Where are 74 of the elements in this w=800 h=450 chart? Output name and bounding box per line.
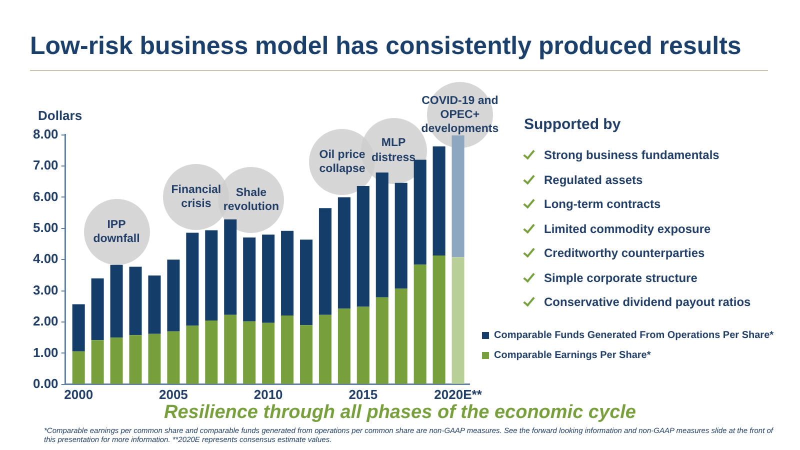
- y-tick-label: 1.00: [32, 344, 58, 360]
- text: Long-term contracts: [544, 197, 661, 212]
- bar: [129, 335, 142, 384]
- text: Simple corporate structure: [544, 270, 698, 285]
- legend-label: Comparable Earnings Per Share*: [494, 350, 651, 361]
- legend-label: Comparable Funds Generated From Operations Per Share*: [494, 330, 774, 341]
- y-tick-label: 8.00: [32, 126, 58, 142]
- bar: [91, 278, 104, 340]
- y-tick-label: 6.00: [32, 188, 58, 204]
- bar: [281, 315, 294, 384]
- bar: [129, 266, 142, 336]
- bar: [205, 230, 218, 320]
- y-tick-label: 5.00: [32, 220, 58, 235]
- chart-title: Low-risk business model has consistently produced results: [30, 32, 742, 61]
- y-tick-label: 3.00: [32, 282, 58, 298]
- bar: [452, 135, 464, 258]
- bar: [318, 208, 332, 315]
- annotation: MLP distress: [371, 137, 416, 164]
- annotation: COVID-19 and OPEC+ developments: [421, 94, 499, 138]
- bar: [394, 182, 408, 289]
- bar: [318, 314, 332, 384]
- bar: [224, 314, 237, 384]
- bar: [300, 240, 313, 326]
- x-tick-label: 2015: [348, 386, 378, 402]
- bar: [356, 186, 370, 307]
- bar: [205, 320, 218, 384]
- bar: [148, 276, 161, 334]
- text: Resilience through all phases of the economic cycle: [163, 402, 637, 424]
- x-tick-label: 2010: [254, 386, 283, 402]
- y-tick-label: 7.00: [32, 158, 58, 173]
- y-tick-label: 0.00: [32, 376, 58, 391]
- bar: [72, 304, 85, 352]
- bar: [356, 306, 370, 384]
- text: Supported by: [524, 116, 622, 133]
- x-tick-label: 2005: [158, 386, 188, 402]
- bar: [224, 219, 237, 315]
- annotation: Shale revolution: [223, 186, 280, 214]
- bar: [414, 264, 426, 384]
- bar: [262, 234, 275, 323]
- bar: [338, 197, 350, 309]
- bar: [167, 331, 180, 384]
- bar: [376, 297, 388, 384]
- bar: [167, 260, 180, 332]
- bar: [110, 264, 123, 338]
- bar: [281, 230, 294, 316]
- bar: [148, 334, 161, 384]
- bar: [262, 322, 275, 384]
- bar: [394, 288, 408, 384]
- y-axis-title: Dollars: [38, 108, 82, 123]
- text: Regulated assets: [544, 172, 643, 187]
- bar: [432, 256, 446, 384]
- annotation: Financial crisis: [171, 184, 222, 210]
- bar: [432, 146, 446, 256]
- bar: [338, 308, 350, 384]
- bar: [72, 351, 85, 384]
- bar: [300, 325, 313, 384]
- bar: [243, 321, 256, 384]
- annotation: Oil price collapse: [319, 148, 366, 176]
- text: Creditworthy counterparties: [544, 246, 705, 260]
- bar: [243, 237, 256, 322]
- text: Conservative dividend payout ratios: [544, 295, 751, 310]
- bar: [91, 340, 104, 384]
- y-tick-label: 2.00: [32, 314, 58, 329]
- bar: [452, 257, 464, 384]
- bar: [414, 160, 426, 265]
- text: Limited commodity exposure: [544, 222, 711, 236]
- bar: [186, 326, 199, 384]
- text: Strong business fundamentals: [544, 148, 720, 162]
- y-tick-label: 4.00: [32, 251, 58, 266]
- bar: [186, 232, 199, 326]
- x-tick-label: 2020E**: [434, 386, 483, 402]
- bar: [376, 172, 388, 298]
- x-tick-label: 2000: [64, 386, 94, 402]
- bar: [110, 338, 123, 384]
